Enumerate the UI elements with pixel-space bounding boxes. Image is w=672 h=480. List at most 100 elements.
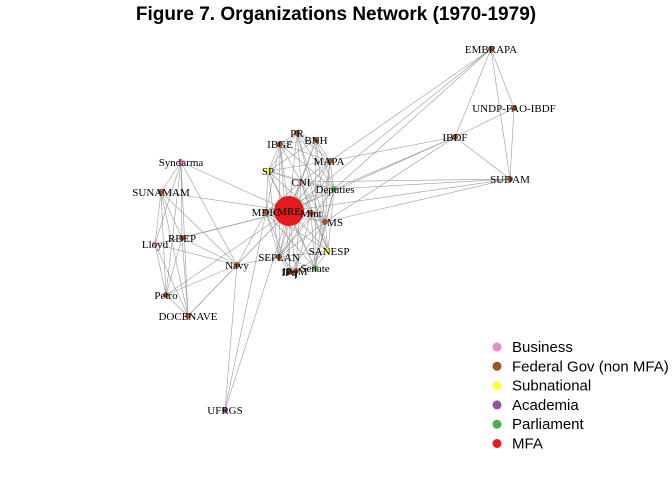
node-ibdf[interactable] (452, 134, 458, 140)
node-ms[interactable] (322, 219, 328, 225)
edge-mint-sanesp (310, 212, 329, 252)
node-ipq[interactable] (287, 269, 293, 275)
node-navy[interactable] (234, 262, 240, 268)
edge-mapa-deputies (329, 160, 335, 190)
edge-ms-sanesp (324, 221, 329, 252)
edge-syndarma-sunamam (160, 161, 182, 193)
edge-mdic-seplan (265, 211, 280, 258)
edge-lloyd-petro (154, 243, 167, 296)
node-docenave[interactable] (185, 313, 191, 319)
node-rdep[interactable] (179, 235, 185, 241)
node-sp[interactable] (265, 168, 271, 174)
edge-cni-mdic (265, 181, 302, 213)
legend-swatch-federal-gov-non-mfa (492, 361, 502, 371)
edge-pr-bnh (296, 132, 317, 141)
node-seplan[interactable] (276, 254, 282, 260)
node-label-pr: PR (290, 128, 304, 140)
edge-lloyd-navy (154, 243, 238, 266)
edge-mapa-cni (300, 160, 331, 183)
edge-pr-cni (296, 132, 302, 183)
node-sanesp[interactable] (325, 248, 331, 254)
edge-ibdf-mapa (329, 136, 456, 162)
edge-embrapa-undp-fao-ibdf (490, 48, 515, 109)
node-mint[interactable] (308, 210, 314, 216)
edge-mdic-ipq (265, 211, 291, 273)
edge-sunamam-navy (160, 191, 238, 266)
node-embrapa[interactable] (488, 46, 494, 52)
legend-swatch-academia (492, 400, 502, 410)
legend: Business Federal Gov (non MFA) Subnational… (492, 339, 669, 453)
node-label-docenave: DOCENAVE (158, 311, 217, 323)
node-sunamam[interactable] (158, 189, 164, 195)
edge-sp-seplan (267, 170, 280, 258)
edge-ipqm-senate (295, 267, 316, 272)
node-mapa[interactable] (327, 158, 333, 164)
node-label-navy: Navy (225, 260, 249, 272)
edge-lloyd-docenave (154, 243, 189, 317)
edge-navy-ufrgs (224, 264, 238, 411)
node-label-petro: Petro (154, 290, 178, 302)
legend-label-subnational: Subnational (512, 378, 591, 395)
edge-mapa-senate (314, 160, 331, 269)
node-lloyd[interactable] (152, 241, 158, 247)
edge-mint-seplan (278, 212, 312, 258)
edge-navy-petro (165, 264, 238, 296)
edge-sunamam-lloyd (154, 191, 162, 245)
node-deputies[interactable] (331, 186, 337, 192)
legend-label-academia: Academia (512, 397, 579, 414)
edge-sunamam-rdep (160, 191, 183, 239)
edge-sanesp-ipqm (295, 250, 329, 272)
edge-ms-ipq (289, 221, 326, 273)
edge-undp-fao-ibdf-sudam (509, 107, 515, 180)
edge-ms-senate (314, 221, 326, 269)
node-label-senate: Senate (300, 263, 329, 275)
node-mre[interactable] (274, 196, 304, 226)
node-label-sanesp: SANESP (309, 246, 350, 258)
edge-mre-ibdf (288, 136, 456, 212)
legend-label-federal-gov-non-mfa: Federal Gov (non MFA) (512, 358, 669, 375)
edge-mre-sudam (288, 178, 511, 212)
node-undp-fao-ibdf[interactable] (511, 105, 517, 111)
node-mdic[interactable] (263, 209, 269, 215)
node-ipqm[interactable] (293, 268, 299, 274)
node-bnh[interactable] (313, 137, 319, 143)
edge-sudam-deputies (333, 178, 511, 190)
edge-syndarma-rdep (180, 161, 183, 239)
edge-ibge-mdic (265, 143, 281, 213)
edge-pr-sp (267, 132, 298, 172)
edge-pr-deputies (296, 132, 335, 190)
edge-ibdf-sudam (454, 136, 511, 180)
node-pr[interactable] (294, 130, 300, 136)
node-ufrgs[interactable] (222, 407, 228, 413)
node-label-mint: Mint (300, 208, 321, 220)
node-sudam[interactable] (507, 176, 513, 182)
edge-mdic-senate (265, 211, 316, 269)
edge-sudam-ms (324, 178, 511, 223)
node-label-rdep: RDEP (168, 233, 196, 245)
edge-deputies-sanesp (327, 188, 335, 252)
edge-seplan-ipq (278, 256, 291, 273)
node-senate[interactable] (312, 265, 318, 271)
edge-cni-mint (300, 181, 312, 214)
node-label-sudam: SUDAM (490, 174, 530, 186)
node-label-bnh: BNH (304, 135, 327, 147)
legend-swatch-parliament (492, 419, 502, 429)
node-petro[interactable] (163, 292, 169, 298)
node-cni[interactable] (298, 179, 304, 185)
node-ibge[interactable] (277, 141, 283, 147)
edge-cni-sanesp (300, 181, 329, 252)
edge-embrapa-deputies (333, 48, 492, 190)
edge-bnh-sp (267, 139, 317, 172)
node-label-ibdf: IBDF (442, 132, 467, 144)
node-label-ms: MS (327, 217, 343, 229)
legend-label-parliament: Parliament (512, 416, 585, 433)
node-label-mapa: MAPA (314, 156, 345, 168)
legend-swatch-subnational (492, 381, 502, 391)
edge-petro-docenave (165, 294, 189, 317)
edge-mre-syndarma (180, 161, 290, 212)
edge-cni-ms (300, 181, 326, 223)
network-edges (154, 48, 515, 411)
edge-mre-ufrgs (224, 210, 290, 411)
node-syndarma[interactable] (178, 159, 184, 165)
